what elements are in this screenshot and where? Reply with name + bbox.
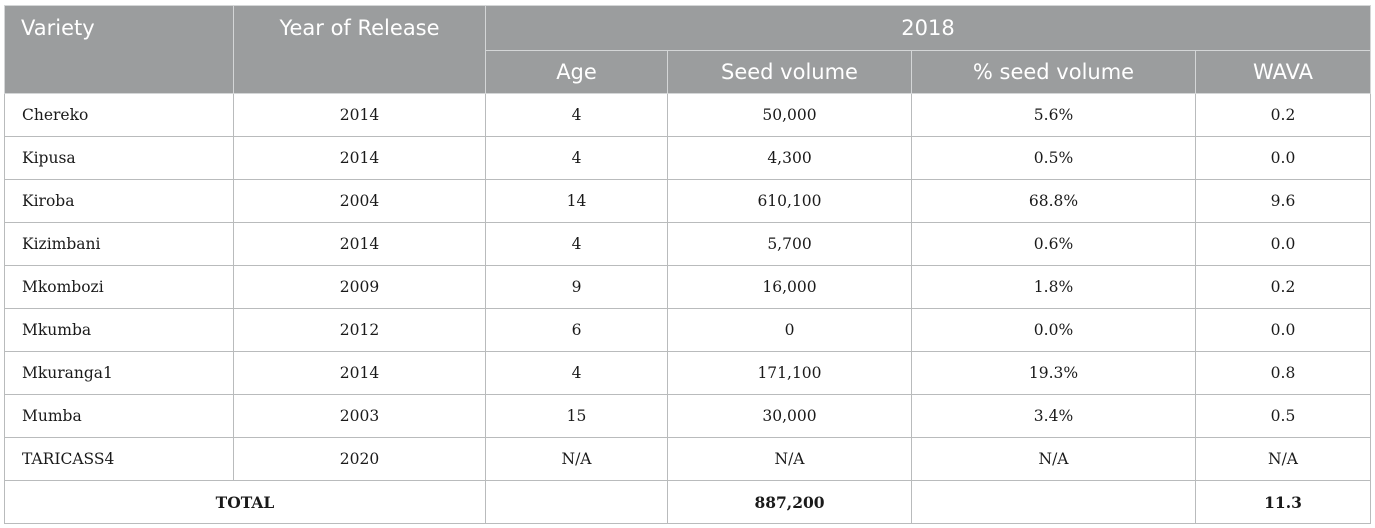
cell-seed-volume: 16,000 [667, 265, 912, 309]
cell-variety: Kizimbani [4, 222, 234, 266]
cell-age: 9 [485, 265, 668, 309]
cell-pct-seed-volume: 0.5% [911, 136, 1196, 180]
seed-volume-table: Variety Year of Release 2018 Age Seed vo… [4, 5, 1372, 524]
cell-seed-volume: 610,100 [667, 179, 912, 223]
cell-wava: 0.0 [1194, 222, 1372, 266]
cell-age: N/A [485, 437, 668, 481]
cell-variety: Mkuranga1 [4, 351, 234, 395]
cell-year: 2014 [233, 351, 486, 395]
cell-pct-seed-volume: 0.0% [911, 308, 1196, 352]
table-row: TARICASS4 2020 N/A N/A N/A N/A [4, 437, 1372, 481]
total-seed-volume: 887,200 [667, 480, 912, 524]
cell-pct-seed-volume: 1.8% [911, 265, 1196, 309]
cell-year: 2014 [233, 222, 486, 266]
cell-variety: Mkumba [4, 308, 234, 352]
total-wava: 11.3 [1194, 480, 1372, 524]
cell-year: 2004 [233, 179, 486, 223]
cell-variety: Mumba [4, 394, 234, 438]
table-row: Chereko 2014 4 50,000 5.6% 0.2 [4, 93, 1372, 137]
header-variety: Variety [4, 5, 234, 94]
total-row: TOTAL 887,200 11.3 [4, 480, 1372, 524]
cell-age: 6 [485, 308, 668, 352]
cell-seed-volume: 5,700 [667, 222, 912, 266]
cell-variety: Kipusa [4, 136, 234, 180]
cell-seed-volume: 4,300 [667, 136, 912, 180]
cell-wava: 9.6 [1194, 179, 1372, 223]
table-row: Kiroba 2004 14 610,100 68.8% 9.6 [4, 179, 1372, 223]
cell-year: 2014 [233, 136, 486, 180]
cell-seed-volume: N/A [667, 437, 912, 481]
cell-seed-volume: 171,100 [667, 351, 912, 395]
cell-age: 4 [485, 222, 668, 266]
cell-age: 15 [485, 394, 668, 438]
table-container: Variety Year of Release 2018 Age Seed vo… [4, 5, 1372, 524]
cell-age: 4 [485, 93, 668, 137]
cell-wava: 0.2 [1194, 93, 1372, 137]
header-year-group: 2018 [484, 5, 1372, 51]
cell-age: 14 [485, 179, 668, 223]
cell-pct-seed-volume: 0.6% [911, 222, 1196, 266]
header-year-of-release: Year of Release [233, 5, 486, 94]
cell-variety: Mkombozi [4, 265, 234, 309]
cell-wava: 0.0 [1194, 308, 1372, 352]
table-row: Mumba 2003 15 30,000 3.4% 0.5 [4, 394, 1372, 438]
cell-year: 2009 [233, 265, 486, 309]
header-row-sub: Age Seed volume % seed volume WAVA [5, 50, 1372, 94]
cell-year: 2014 [233, 93, 486, 137]
cell-wava: 0.5 [1194, 394, 1372, 438]
table-row: Mkumba 2012 6 0 0.0% 0.0 [4, 308, 1372, 352]
cell-year: 2020 [233, 437, 486, 481]
header-pct-seed-volume: % seed volume [911, 50, 1196, 94]
cell-year: 2003 [233, 394, 486, 438]
cell-pct-seed-volume: 5.6% [911, 93, 1196, 137]
cell-year: 2012 [233, 308, 486, 352]
cell-pct-seed-volume: 3.4% [911, 394, 1196, 438]
table-row: Kipusa 2014 4 4,300 0.5% 0.0 [4, 136, 1372, 180]
cell-seed-volume: 50,000 [667, 93, 912, 137]
cell-seed-volume: 0 [667, 308, 912, 352]
cell-wava: N/A [1194, 437, 1372, 481]
total-pct-seed-volume [911, 480, 1196, 524]
cell-variety: TARICASS4 [4, 437, 234, 481]
cell-seed-volume: 30,000 [667, 394, 912, 438]
cell-wava: 0.8 [1194, 351, 1372, 395]
cell-age: 4 [485, 351, 668, 395]
cell-wava: 0.2 [1194, 265, 1372, 309]
cell-wava: 0.0 [1194, 136, 1372, 180]
table-row: Mkombozi 2009 9 16,000 1.8% 0.2 [4, 265, 1372, 309]
cell-variety: Kiroba [4, 179, 234, 223]
total-label: TOTAL [4, 480, 486, 524]
header-wava: WAVA [1194, 50, 1372, 94]
table-row: Mkuranga1 2014 4 171,100 19.3% 0.8 [4, 351, 1372, 395]
cell-variety: Chereko [4, 93, 234, 137]
cell-pct-seed-volume: 68.8% [911, 179, 1196, 223]
header-age: Age [485, 50, 668, 94]
table-row: Kizimbani 2014 4 5,700 0.6% 0.0 [4, 222, 1372, 266]
cell-pct-seed-volume: 19.3% [911, 351, 1196, 395]
header-row-top: Variety Year of Release 2018 [4, 5, 1372, 94]
cell-pct-seed-volume: N/A [911, 437, 1196, 481]
total-age [485, 480, 668, 524]
header-seed-volume: Seed volume [667, 50, 912, 94]
cell-age: 4 [485, 136, 668, 180]
